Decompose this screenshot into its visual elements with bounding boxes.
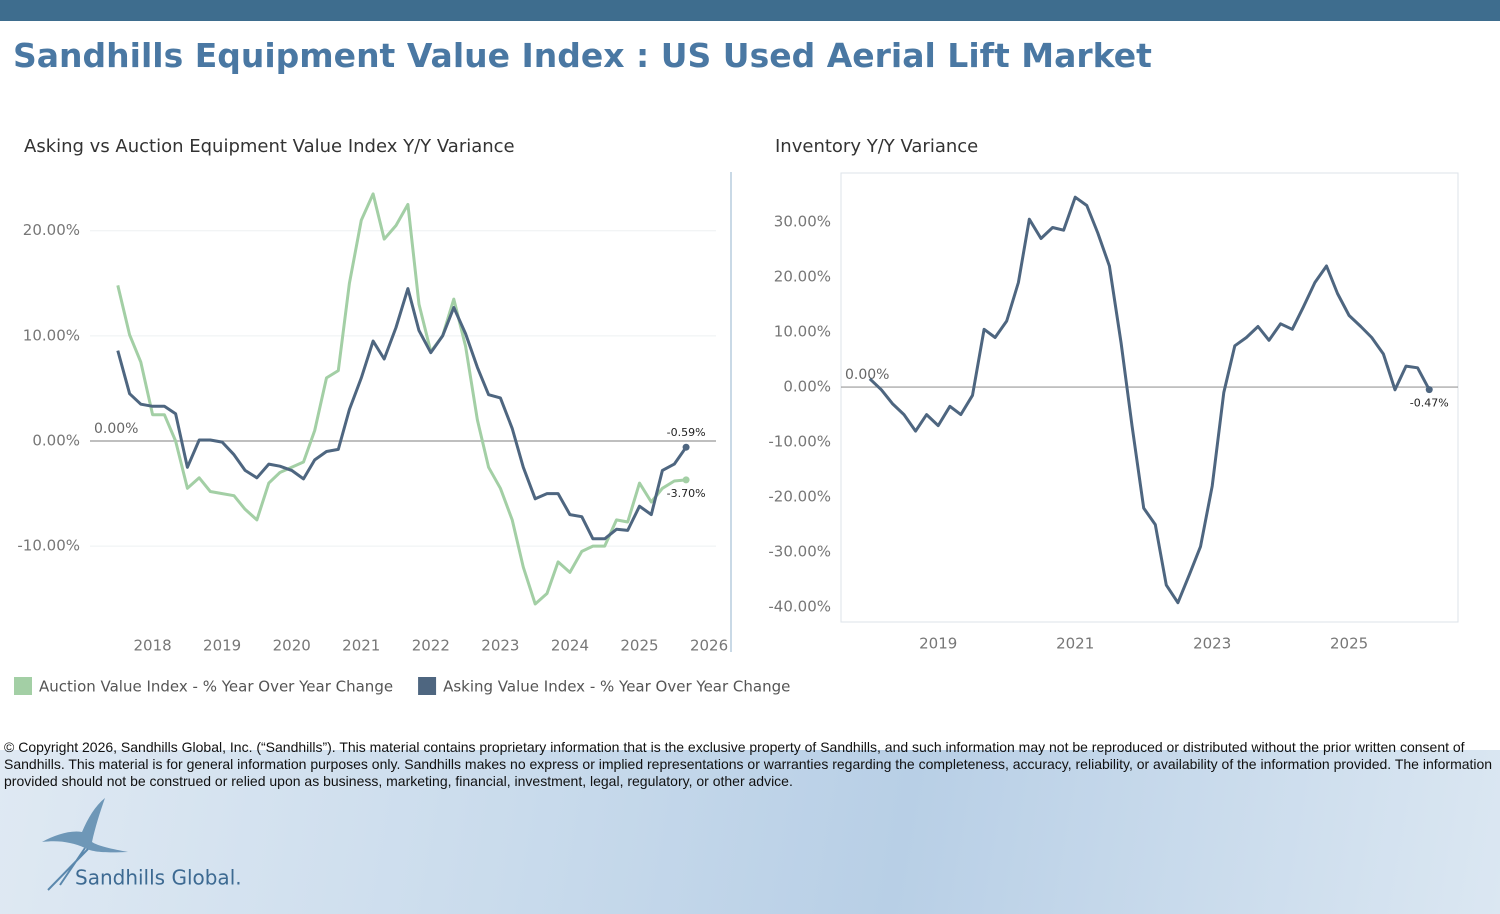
value-label: -0.47% — [1410, 397, 1449, 410]
end-point — [1425, 386, 1433, 394]
reference-label: 0.00% — [845, 367, 889, 383]
chart-title: Inventory Y/Y Variance — [775, 136, 978, 157]
plot-frame — [840, 172, 1459, 623]
value-label: -3.70% — [667, 487, 706, 500]
chart-title: Asking vs Auction Equipment Value Index … — [24, 136, 515, 157]
x-tick-label: 2022 — [412, 637, 450, 655]
legend-label: Asking Value Index - % Year Over Year Ch… — [443, 678, 790, 696]
y-tick-label: -40.00% — [768, 598, 831, 616]
x-tick-label: 2021 — [1056, 635, 1094, 653]
top-bar — [0, 0, 1500, 21]
y-tick-label: 20.00% — [23, 221, 80, 239]
x-tick-label: 2025 — [1330, 635, 1368, 653]
y-tick-label: 10.00% — [23, 326, 80, 344]
x-tick-label: 2024 — [551, 637, 589, 655]
y-tick-label: -20.00% — [768, 488, 831, 506]
y-tick-label: -10.00% — [768, 433, 831, 451]
series-line — [868, 195, 1431, 605]
y-tick-label: 20.00% — [774, 267, 831, 285]
x-tick-label: 2025 — [620, 637, 658, 655]
y-tick-label: -10.00% — [17, 537, 80, 555]
legend-swatch — [418, 677, 437, 695]
x-tick-label: 2023 — [481, 637, 519, 655]
x-tick-label: 2023 — [1193, 635, 1231, 653]
y-tick-label: 10.00% — [774, 323, 831, 341]
x-tick-label: 2020 — [273, 637, 311, 655]
series-line — [116, 287, 688, 541]
background-photo — [0, 750, 1500, 914]
copyright: © Copyright 2026, Sandhills Global, Inc.… — [4, 739, 1493, 789]
x-tick-label: 2026 — [690, 637, 728, 655]
y-tick-label: 30.00% — [774, 212, 831, 230]
value-label: -0.59% — [667, 426, 706, 439]
y-tick-label: 0.00% — [32, 432, 80, 450]
series-line — [116, 192, 687, 606]
end-point — [682, 443, 690, 451]
x-tick-label: 2018 — [134, 637, 172, 655]
y-tick-label: 0.00% — [783, 378, 831, 396]
legend-swatch — [14, 677, 32, 695]
reference-label: 0.00% — [94, 421, 138, 437]
end-point — [682, 476, 690, 484]
x-tick-label: 2021 — [342, 637, 380, 655]
page-title: Sandhills Equipment Value Index : US Use… — [13, 36, 1152, 75]
x-tick-label: 2019 — [203, 637, 241, 655]
legend-label: Auction Value Index - % Year Over Year C… — [39, 678, 393, 696]
y-tick-label: -30.00% — [768, 543, 831, 561]
logo: Sandhills Global. — [42, 798, 242, 891]
logo-text: Sandhills Global. — [75, 866, 242, 890]
x-tick-label: 2019 — [919, 635, 957, 653]
